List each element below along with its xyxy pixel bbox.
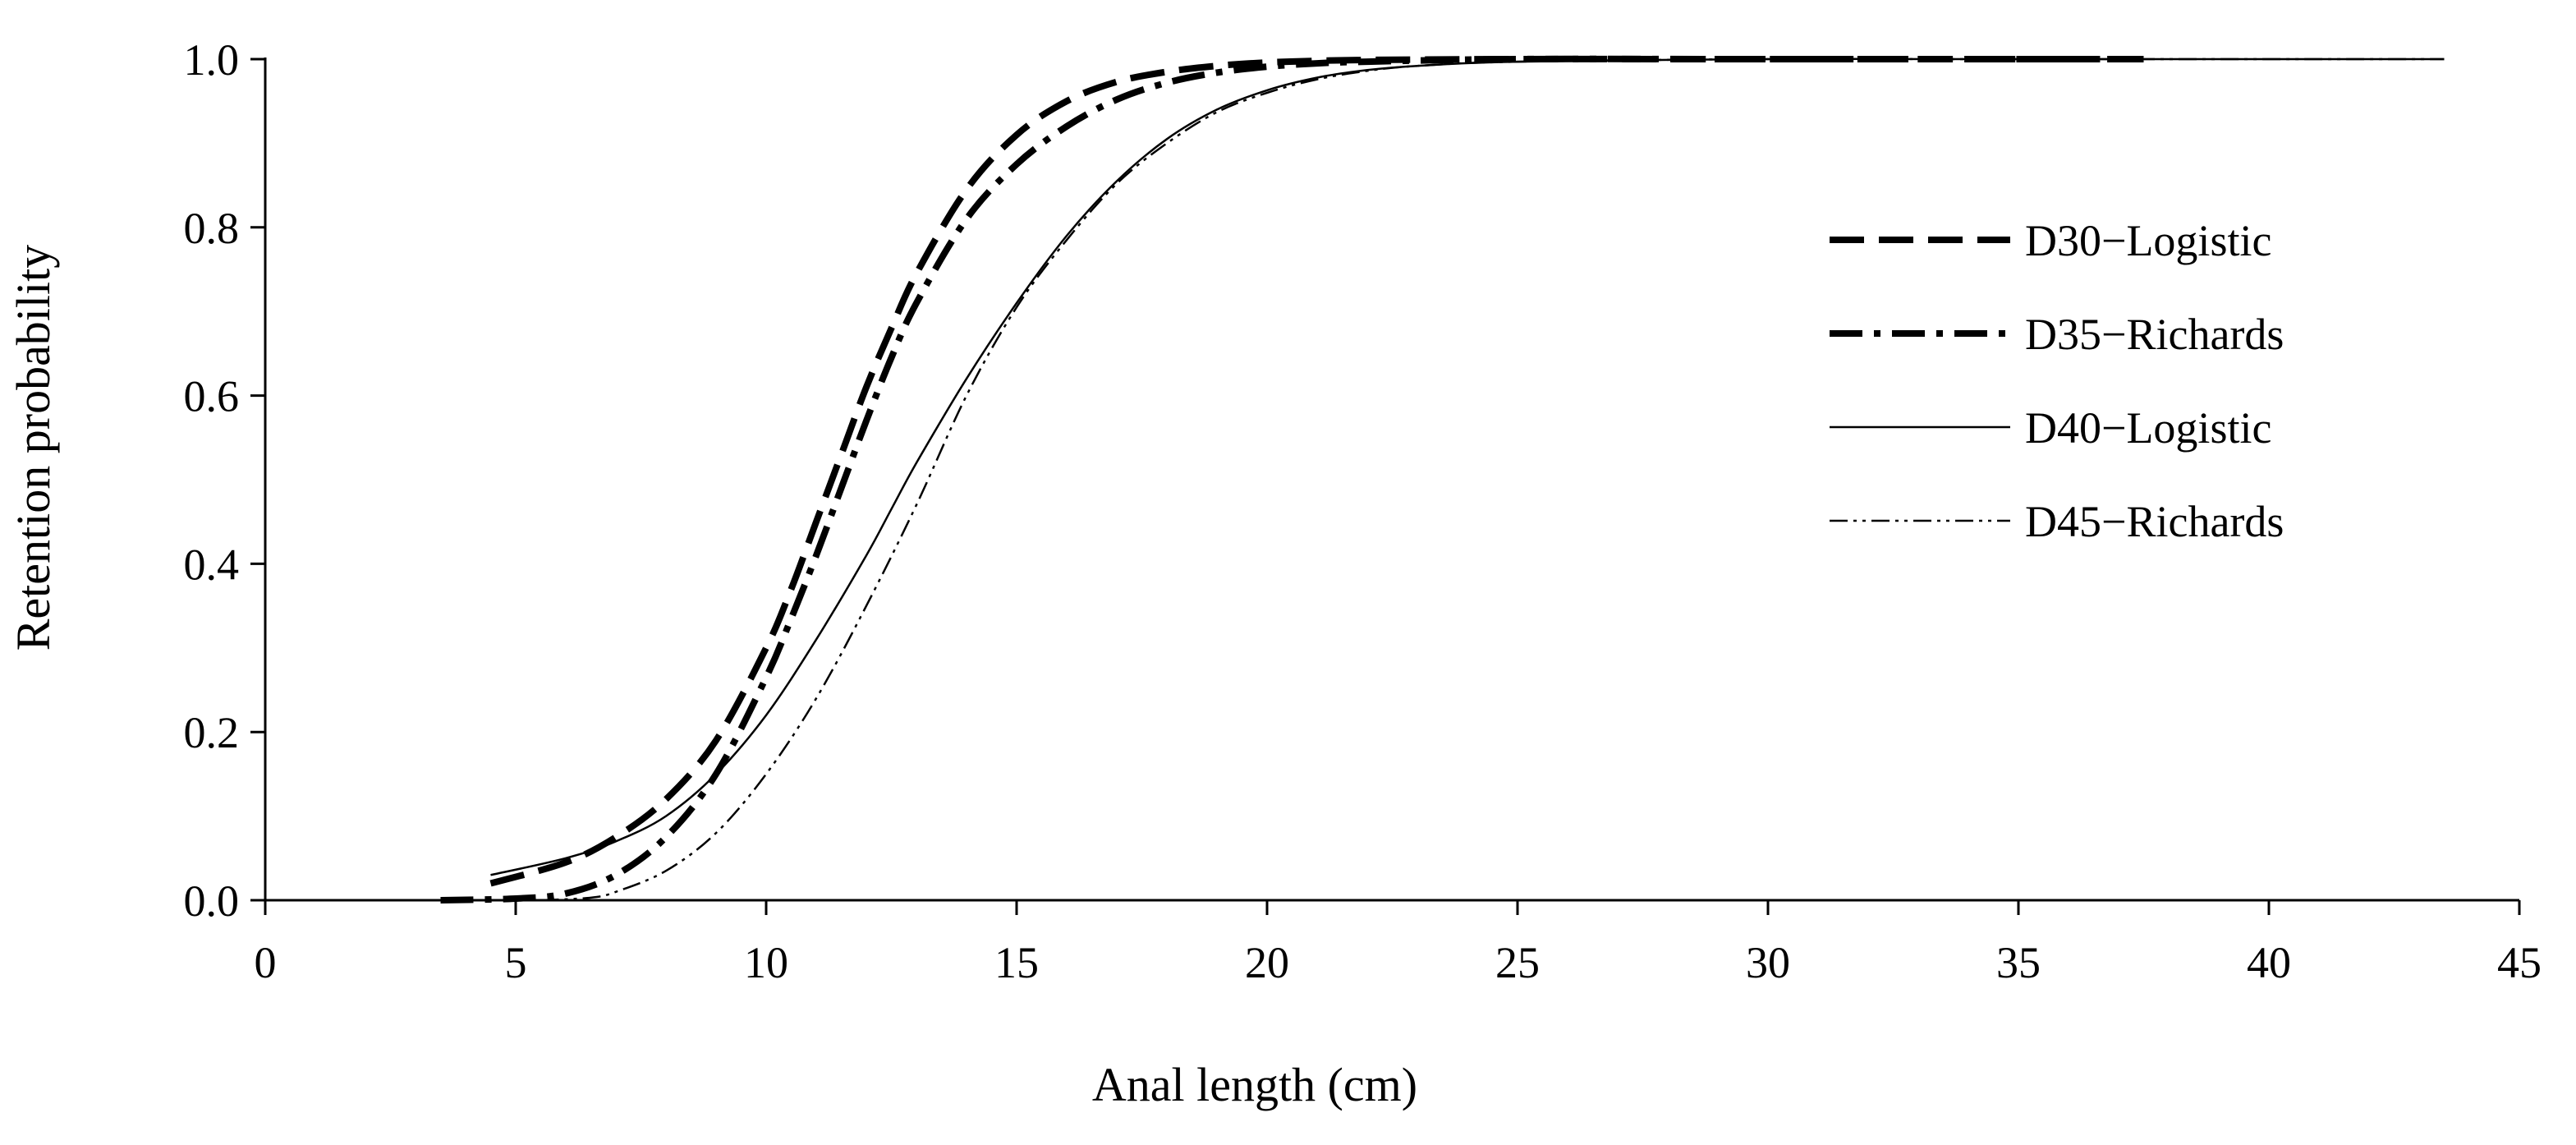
- y-tick-label: 0.0: [184, 876, 240, 926]
- y-tick-label: 0.6: [184, 372, 240, 421]
- x-tick-label: 35: [1996, 938, 2041, 987]
- legend-label: D35−Richards: [2025, 310, 2284, 359]
- x-tick-label: 25: [1495, 938, 1540, 987]
- x-tick-label: 0: [255, 938, 277, 987]
- series-line-2: [440, 55, 2144, 904]
- x-tick-label: 15: [994, 938, 1039, 987]
- legend-label: D40−Logistic: [2025, 403, 2271, 453]
- y-tick-label: 0.4: [184, 540, 240, 589]
- x-tick-label: 10: [744, 938, 788, 987]
- legend-label: D30−Logistic: [2025, 216, 2271, 265]
- series-line-3: [490, 57, 2445, 876]
- x-tick-label: 5: [505, 938, 527, 987]
- legend: D30−Logistic D35−Richards D40−Logistic D45−…: [1830, 216, 2284, 546]
- x-tick-label: 40: [2247, 938, 2291, 987]
- tick-labels: 0 5 10 15 20 25 30 35 40 45 0.0 0.2 0.4 0.6 0.8 1.0: [184, 35, 2542, 987]
- series-lines: [440, 55, 2445, 904]
- x-tick-label: 20: [1245, 938, 1289, 987]
- series-line-4: [540, 57, 2445, 902]
- y-axis-title: Retention probability: [7, 245, 60, 651]
- y-tick-label: 0.2: [184, 708, 240, 757]
- x-axis-title: Anal length (cm): [1092, 1058, 1417, 1111]
- x-tick-label: 45: [2497, 938, 2542, 987]
- x-tick-label: 30: [1746, 938, 1790, 987]
- axes: [264, 57, 2519, 902]
- legend-label: D45−Richards: [2025, 497, 2284, 546]
- y-tick-label: 0.8: [184, 204, 240, 253]
- y-tick-label: 1.0: [184, 35, 240, 85]
- series-line-1: [489, 55, 2144, 887]
